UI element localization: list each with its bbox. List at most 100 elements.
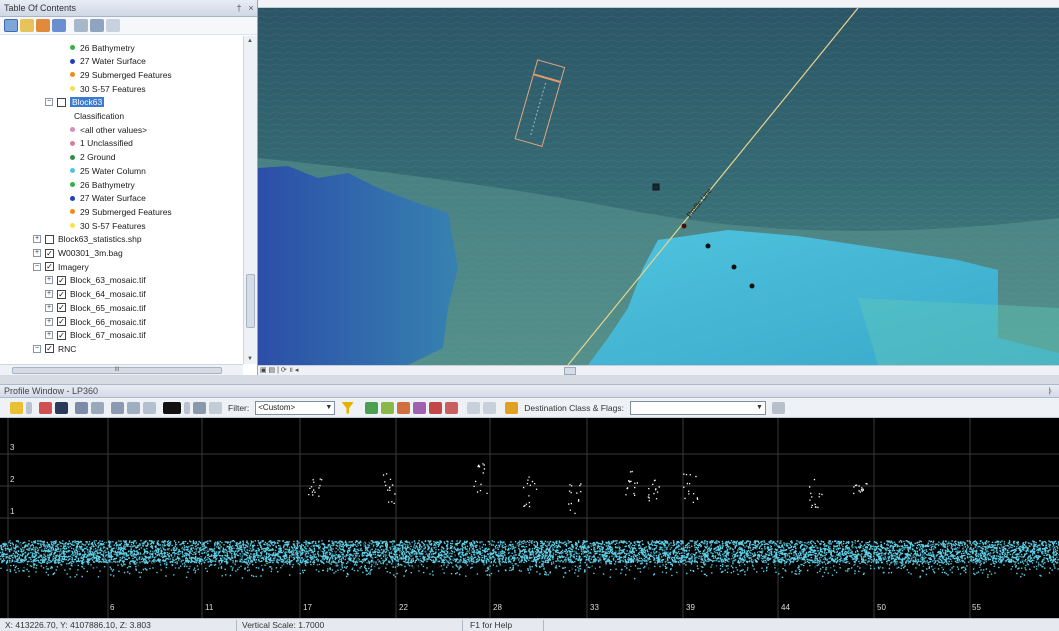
expand-icon[interactable]: + bbox=[33, 235, 41, 244]
legend-class-item[interactable]: <all other values> bbox=[70, 123, 147, 136]
scroll-thumb[interactable] bbox=[246, 274, 255, 328]
layer-item[interactable]: + ✓ Block_64_mosaic.tif bbox=[45, 288, 146, 301]
layer-item[interactable]: − ✓ RNC bbox=[33, 342, 76, 355]
layer-item[interactable]: + ✓ Block_63_mosaic.tif bbox=[45, 274, 146, 287]
legend-class-item[interactable]: 1 Unclassified bbox=[70, 137, 133, 150]
filter-select[interactable]: <Custom> ▼ bbox=[255, 400, 336, 415]
line-color-swatch-icon[interactable] bbox=[163, 401, 181, 414]
classify-lasso-icon[interactable] bbox=[429, 401, 443, 414]
layer-item[interactable]: + ✓ Block_65_mosaic.tif bbox=[45, 301, 146, 314]
redo-icon[interactable] bbox=[483, 401, 497, 414]
sounding-point[interactable] bbox=[731, 264, 737, 270]
map-layout-buttons[interactable]: ▣ ▤ | ⟳ ॥ ◂ bbox=[260, 367, 299, 374]
collapse-icon[interactable]: − bbox=[45, 98, 53, 107]
expand-icon[interactable]: + bbox=[45, 303, 53, 312]
dropdown-arrow-icon[interactable] bbox=[26, 401, 32, 414]
layer-item[interactable]: + ✓ W00301_3m.bag bbox=[33, 247, 123, 260]
toc-vertical-scrollbar[interactable]: ▲ ▼ bbox=[243, 36, 257, 364]
collapse-icon[interactable]: − bbox=[33, 262, 41, 271]
destination-class-select[interactable]: ▼ bbox=[629, 400, 766, 415]
list-by-selection-icon[interactable] bbox=[52, 19, 66, 32]
expand-icon[interactable]: + bbox=[45, 276, 53, 285]
pin-icon[interactable]: ᚦ bbox=[1047, 386, 1053, 396]
grid-icon[interactable] bbox=[55, 401, 68, 414]
list-by-visibility-icon[interactable] bbox=[36, 19, 50, 32]
legend-class-item[interactable]: 30 S-57 Features bbox=[70, 219, 146, 232]
feature-marker[interactable] bbox=[652, 183, 660, 191]
dropdown-arrow-icon[interactable] bbox=[184, 401, 190, 414]
sounding-point[interactable] bbox=[705, 243, 711, 249]
clipboard-icon[interactable] bbox=[143, 401, 156, 414]
scroll-down-icon[interactable]: ▼ bbox=[247, 356, 253, 362]
layer-label: 30 S-57 Features bbox=[80, 220, 146, 231]
legend-class-item[interactable]: 2 Ground bbox=[70, 151, 115, 164]
layer-visibility-checkbox[interactable]: ✓ bbox=[57, 317, 66, 326]
map-scroll-thumb[interactable] bbox=[564, 367, 576, 375]
list-by-source-icon[interactable] bbox=[20, 19, 34, 32]
map-canvas[interactable]: Profile Line bbox=[258, 8, 1059, 365]
destination-class-icon[interactable] bbox=[505, 401, 519, 414]
layer-item[interactable]: + ✓ Block_66_mosaic.tif bbox=[45, 315, 146, 328]
toc-horizontal-scrollbar[interactable]: III bbox=[0, 364, 243, 375]
classify-brush-icon[interactable] bbox=[445, 401, 459, 414]
legend-class-item[interactable]: 30 S-57 Features bbox=[70, 82, 146, 95]
legend-class-item[interactable]: 27 Water Surface bbox=[70, 55, 146, 68]
toc-options-icon[interactable] bbox=[106, 19, 120, 32]
copy-icon[interactable] bbox=[111, 401, 124, 414]
profile-selection-box[interactable] bbox=[514, 59, 566, 148]
point-display-icon[interactable] bbox=[10, 401, 23, 414]
classify-above-icon[interactable] bbox=[381, 401, 395, 414]
sounding-point[interactable] bbox=[749, 283, 755, 289]
layer-visibility-checkbox[interactable]: ✓ bbox=[45, 248, 54, 258]
measure-icon[interactable] bbox=[209, 401, 222, 414]
profile-canvas[interactable]: 3 2 1 6 11 17 22 28 33 39 44 50 55 bbox=[0, 418, 1059, 618]
map-view[interactable]: Profile Line bbox=[258, 8, 1059, 365]
map-horizontal-scrollbar[interactable]: ▣ ▤ | ⟳ ॥ ◂ bbox=[258, 365, 1059, 375]
profile-line[interactable] bbox=[567, 8, 859, 365]
layer-item[interactable]: − Block63 bbox=[45, 96, 105, 109]
options-icon[interactable] bbox=[74, 19, 88, 32]
legend-class-item[interactable]: 25 Water Column bbox=[70, 164, 146, 177]
filter-funnel-icon[interactable] bbox=[341, 401, 355, 414]
expand-icon[interactable]: + bbox=[33, 249, 41, 257]
classify-below-icon[interactable] bbox=[397, 401, 411, 414]
splitter[interactable] bbox=[0, 375, 1059, 384]
pan-profile-icon[interactable] bbox=[91, 401, 104, 414]
layer-properties-icon[interactable] bbox=[90, 19, 104, 32]
layer-visibility-checkbox[interactable]: ✓ bbox=[45, 344, 54, 354]
layer-visibility-checkbox[interactable]: ✓ bbox=[57, 275, 66, 285]
flag-icon[interactable] bbox=[771, 401, 785, 414]
expand-icon[interactable]: + bbox=[45, 317, 53, 326]
classify-ground-icon[interactable] bbox=[365, 401, 379, 414]
legend-class-item[interactable]: 27 Water Surface bbox=[70, 192, 146, 205]
undo-icon[interactable] bbox=[467, 401, 481, 414]
layer-visibility-checkbox[interactable]: ✓ bbox=[57, 289, 66, 299]
scroll-up-icon[interactable]: ▲ bbox=[247, 38, 253, 44]
profile-plot[interactable]: 3 2 1 6 11 17 22 28 33 39 44 50 55 bbox=[0, 418, 1059, 618]
window-options-icon[interactable] bbox=[193, 401, 206, 414]
classify-fence-icon[interactable] bbox=[413, 401, 427, 414]
collapse-icon[interactable]: − bbox=[33, 344, 41, 353]
layer-visibility-checkbox[interactable]: ✓ bbox=[57, 303, 66, 313]
layer-item[interactable]: + Block63_statistics.shp bbox=[33, 233, 142, 246]
expand-icon[interactable]: + bbox=[45, 331, 53, 340]
legend-class-item[interactable]: 29 Submerged Features bbox=[70, 205, 172, 218]
legend-class-item[interactable]: 29 Submerged Features bbox=[70, 68, 172, 81]
layer-visibility-checkbox[interactable]: ✓ bbox=[57, 330, 66, 340]
close-icon[interactable]: × bbox=[248, 3, 254, 13]
layer-item[interactable]: + ✓ Block_67_mosaic.tif bbox=[45, 329, 146, 342]
display-by-class-icon[interactable] bbox=[39, 401, 52, 414]
legend-class-item[interactable]: 26 Bathymetry bbox=[70, 41, 135, 54]
list-by-drawing-order-icon[interactable] bbox=[4, 19, 18, 32]
layer-visibility-checkbox[interactable] bbox=[57, 97, 66, 107]
layer-item[interactable]: − ✓ Imagery bbox=[33, 260, 89, 273]
export-icon[interactable] bbox=[127, 401, 140, 414]
zoom-profile-icon[interactable] bbox=[75, 401, 88, 414]
horizontal-scroll-thumb[interactable]: III bbox=[12, 367, 222, 374]
expand-icon[interactable]: + bbox=[45, 290, 53, 299]
layer-visibility-checkbox[interactable] bbox=[45, 234, 54, 244]
sounding-point[interactable] bbox=[681, 223, 687, 229]
legend-class-item[interactable]: 26 Bathymetry bbox=[70, 178, 135, 191]
pin-icon[interactable]: † bbox=[236, 3, 242, 13]
layer-visibility-checkbox[interactable]: ✓ bbox=[45, 262, 54, 272]
